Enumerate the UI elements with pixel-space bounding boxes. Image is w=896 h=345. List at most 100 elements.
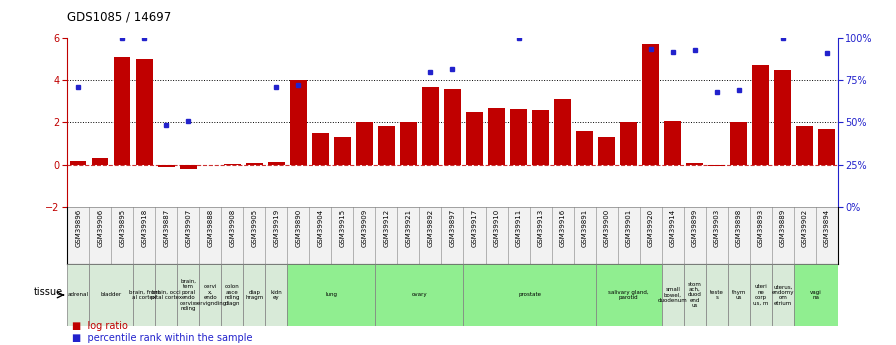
- Text: GSM39914: GSM39914: [669, 209, 676, 247]
- Bar: [486, 207, 507, 264]
- Text: GSM39894: GSM39894: [823, 209, 830, 247]
- Text: GSM39915: GSM39915: [340, 209, 345, 247]
- Bar: [134, 207, 155, 264]
- Text: GSM39887: GSM39887: [163, 209, 169, 247]
- Bar: [288, 207, 309, 264]
- Text: lung: lung: [325, 293, 338, 297]
- Bar: [530, 207, 552, 264]
- Bar: [288, 264, 375, 326]
- Bar: [771, 207, 794, 264]
- Bar: [684, 264, 706, 326]
- Bar: [797, 126, 813, 165]
- Bar: [815, 207, 838, 264]
- Text: GSM39899: GSM39899: [692, 209, 698, 247]
- Bar: [706, 264, 728, 326]
- Bar: [398, 207, 419, 264]
- Bar: [596, 264, 661, 326]
- Text: GSM39911: GSM39911: [515, 209, 521, 247]
- Bar: [728, 264, 750, 326]
- Bar: [244, 207, 265, 264]
- Text: GSM39905: GSM39905: [252, 209, 257, 247]
- Text: GSM39893: GSM39893: [758, 209, 763, 247]
- Bar: [771, 264, 794, 326]
- Bar: [114, 57, 131, 165]
- Bar: [750, 207, 771, 264]
- Bar: [819, 129, 835, 165]
- Bar: [334, 137, 350, 165]
- Text: GSM39916: GSM39916: [560, 209, 565, 247]
- Bar: [640, 207, 661, 264]
- Bar: [353, 207, 375, 264]
- Bar: [753, 66, 769, 165]
- Bar: [617, 207, 640, 264]
- Text: GSM39913: GSM39913: [538, 209, 544, 247]
- Text: thym
us: thym us: [731, 290, 745, 300]
- Bar: [375, 207, 398, 264]
- Bar: [706, 207, 728, 264]
- Text: GSM39892: GSM39892: [427, 209, 434, 247]
- Bar: [401, 122, 417, 165]
- Bar: [596, 207, 617, 264]
- Text: GSM39908: GSM39908: [229, 209, 236, 247]
- Bar: [378, 126, 394, 165]
- Text: GSM39889: GSM39889: [780, 209, 786, 247]
- Bar: [684, 207, 706, 264]
- Text: salivary gland,
parotid: salivary gland, parotid: [608, 290, 649, 300]
- Bar: [463, 207, 486, 264]
- Bar: [576, 131, 593, 165]
- Bar: [309, 207, 332, 264]
- Text: diap
hragm: diap hragm: [246, 290, 263, 300]
- Bar: [180, 165, 196, 169]
- Text: brain, occi
pital cortex: brain, occi pital cortex: [151, 290, 182, 300]
- Bar: [573, 207, 596, 264]
- Bar: [312, 133, 329, 165]
- Text: uterus,
endomy
om
etrium: uterus, endomy om etrium: [771, 284, 794, 306]
- Text: GSM39909: GSM39909: [361, 209, 367, 247]
- Bar: [794, 264, 838, 326]
- Bar: [511, 109, 527, 165]
- Bar: [375, 264, 463, 326]
- Bar: [686, 162, 702, 165]
- Bar: [442, 207, 463, 264]
- Bar: [244, 264, 265, 326]
- Bar: [730, 122, 747, 165]
- Text: GSM39917: GSM39917: [471, 209, 478, 247]
- Bar: [92, 158, 108, 165]
- Bar: [466, 112, 483, 165]
- Text: GSM39897: GSM39897: [450, 209, 455, 247]
- Text: ■  percentile rank within the sample: ■ percentile rank within the sample: [72, 333, 252, 343]
- Bar: [177, 207, 199, 264]
- Bar: [422, 87, 439, 165]
- Bar: [199, 207, 221, 264]
- Bar: [794, 207, 815, 264]
- Bar: [221, 207, 244, 264]
- Text: stom
ach,
duod
end
us: stom ach, duod end us: [688, 282, 702, 308]
- Text: GSM39891: GSM39891: [582, 209, 588, 247]
- Text: GSM39920: GSM39920: [648, 209, 653, 247]
- Text: GSM39919: GSM39919: [273, 209, 280, 247]
- Bar: [290, 80, 306, 165]
- Text: GSM39921: GSM39921: [406, 209, 411, 247]
- Bar: [265, 207, 288, 264]
- Text: GSM39896: GSM39896: [75, 209, 82, 247]
- Bar: [507, 207, 530, 264]
- Text: GSM39901: GSM39901: [625, 209, 632, 247]
- Bar: [661, 264, 684, 326]
- Bar: [599, 137, 615, 165]
- Bar: [661, 207, 684, 264]
- Bar: [90, 207, 111, 264]
- Bar: [488, 108, 504, 165]
- Bar: [158, 165, 175, 167]
- Text: vagi
na: vagi na: [810, 290, 822, 300]
- Text: GSM39912: GSM39912: [383, 209, 390, 247]
- Text: kidn
ey: kidn ey: [271, 290, 282, 300]
- Bar: [750, 264, 771, 326]
- Bar: [155, 264, 177, 326]
- Bar: [419, 207, 442, 264]
- Text: tissue: tissue: [33, 287, 63, 296]
- Bar: [265, 264, 288, 326]
- Text: bladder: bladder: [100, 293, 122, 297]
- Bar: [111, 207, 134, 264]
- Bar: [620, 122, 637, 165]
- Text: brain, front
al cortex: brain, front al cortex: [129, 290, 159, 300]
